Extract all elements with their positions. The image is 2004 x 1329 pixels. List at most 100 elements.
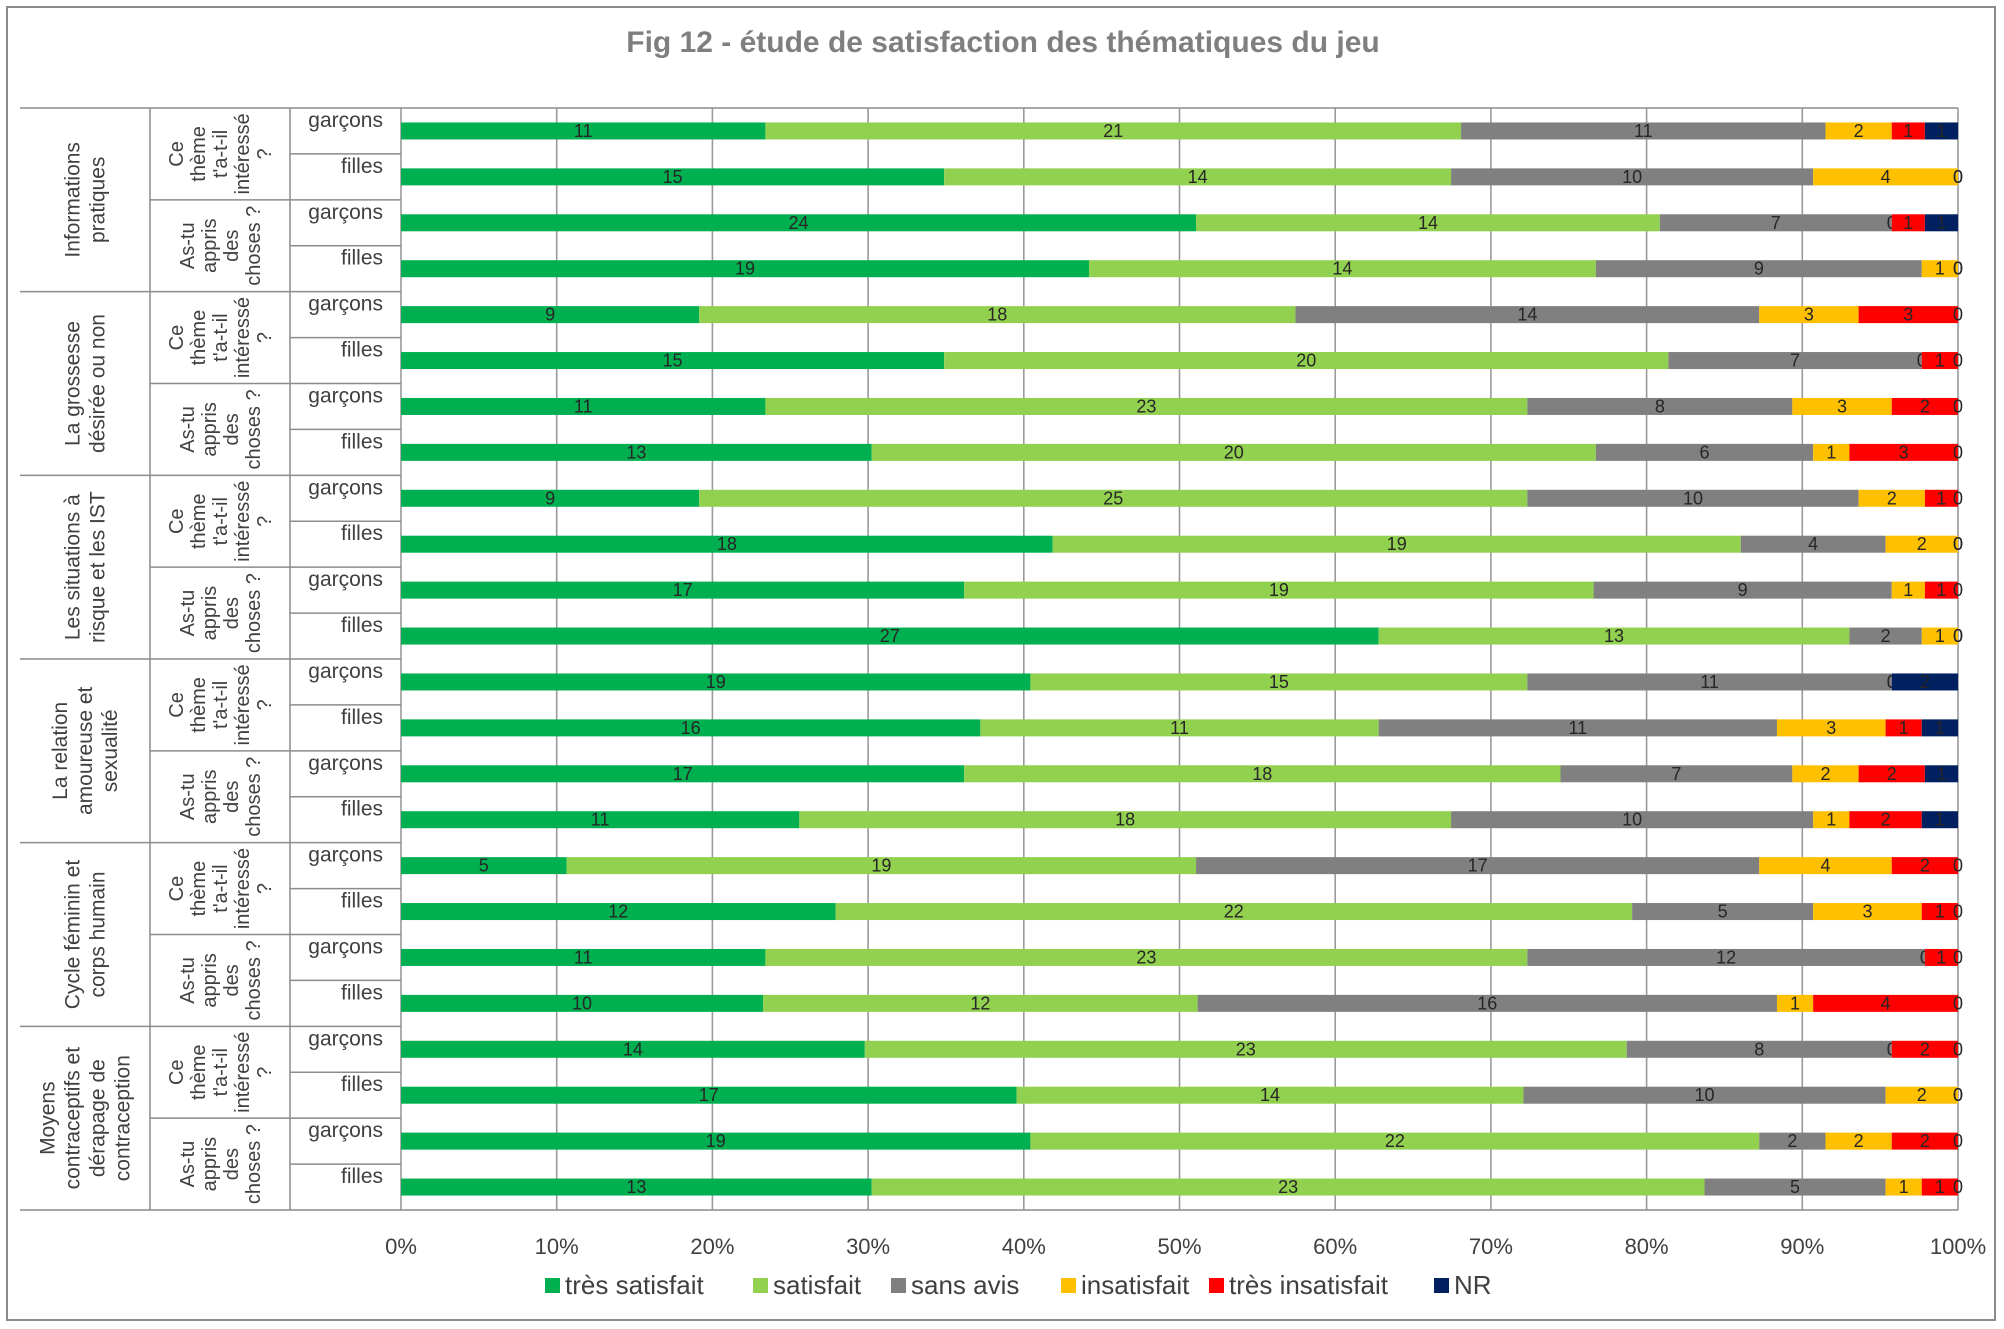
data-label: 0 — [1953, 580, 1963, 600]
data-label: 3 — [1826, 718, 1836, 738]
question-label-line: appris — [199, 586, 221, 640]
data-label: 0 — [1953, 167, 1963, 187]
x-tick-label: 0% — [385, 1234, 417, 1259]
question-label-line: choses ? — [243, 389, 265, 469]
data-label: 2 — [1887, 764, 1897, 784]
bar-segment — [1813, 994, 1958, 1012]
bar-segment — [980, 719, 1379, 737]
data-label: 0 — [1953, 396, 1963, 416]
question-label-line: t'a-t-il — [210, 864, 232, 912]
group-label-line: désirée ou non — [87, 314, 110, 453]
data-label: 1 — [1826, 442, 1836, 462]
data-label: 11 — [1568, 718, 1587, 738]
bar-segment — [1885, 719, 1922, 737]
data-label: 11 — [1700, 672, 1719, 692]
question-label-line: thème — [188, 493, 210, 549]
bar-segment — [401, 352, 945, 370]
data-label: 3 — [1903, 305, 1913, 325]
data-label: 0 — [1953, 1085, 1963, 1105]
data-label: 1 — [1826, 810, 1836, 830]
bar-segment — [401, 535, 1053, 553]
question-label-line: choses ? — [243, 206, 265, 286]
bar-segment — [401, 994, 764, 1012]
question-label: Cethèmet'a-t-ilintéressé? — [166, 481, 276, 562]
question-label-line: As-tu — [177, 222, 199, 269]
data-label: 14 — [1188, 167, 1208, 187]
bar-segment — [1891, 214, 1925, 232]
question-label-line: intéressé — [232, 664, 254, 745]
group-label-line: contraceptifs et — [62, 1047, 85, 1190]
data-label: 23 — [1278, 1177, 1298, 1197]
data-label: 1 — [1936, 121, 1946, 141]
data-label: 19 — [735, 259, 755, 279]
bar-segment — [1891, 673, 1958, 691]
row-label: filles — [341, 798, 383, 821]
question-label-line: des — [221, 1148, 243, 1180]
legend-swatch — [545, 1278, 560, 1293]
bar-segment — [1016, 1086, 1524, 1104]
bar-segment — [401, 857, 567, 875]
data-label: 2 — [1917, 534, 1927, 554]
data-label: 4 — [1808, 534, 1818, 554]
question-label-line: des — [221, 597, 243, 629]
question-label-line: appris — [199, 953, 221, 1007]
bar-segment — [1523, 1086, 1886, 1104]
legend-label: NR — [1454, 1270, 1492, 1300]
data-label: 0 — [1953, 305, 1963, 325]
question-label-line: intéressé — [232, 113, 254, 194]
question-label-line: intéressé — [232, 297, 254, 378]
data-label: 4 — [1820, 856, 1830, 876]
bar-segment — [401, 214, 1197, 232]
chart-svg: Fig 12 - étude de satisfaction des théma… — [20, 26, 1986, 1300]
data-label: 1 — [1899, 1177, 1909, 1197]
data-label: 0 — [1953, 1085, 1963, 1105]
data-label: 12 — [608, 902, 628, 922]
x-tick-label: 40% — [1002, 1234, 1046, 1259]
x-tick-label: 60% — [1313, 1234, 1357, 1259]
question-label: As-tuapprisdeschoses ? — [177, 389, 265, 469]
data-label: 19 — [871, 856, 891, 876]
bar-segment — [1197, 994, 1777, 1012]
bar-segment — [401, 719, 981, 737]
bar-segment — [1632, 903, 1814, 921]
data-label: 23 — [1236, 1039, 1256, 1059]
data-label: 1 — [1936, 580, 1946, 600]
group-label-line: amoureuse et — [74, 686, 97, 815]
bar-segment — [1759, 306, 1859, 324]
data-label: 5 — [1790, 1177, 1800, 1197]
data-label: 2 — [1920, 396, 1930, 416]
question-label-line: thème — [188, 677, 210, 733]
data-label: 2 — [1887, 488, 1897, 508]
group-label-line: risque et les IST — [87, 491, 110, 643]
question-label-line: appris — [199, 770, 221, 824]
bar-segment — [1196, 857, 1760, 875]
question-label: Cethèmet'a-t-ilintéressé? — [166, 848, 276, 929]
data-label: 14 — [1332, 259, 1352, 279]
group-label-line: corps humain — [87, 871, 110, 997]
bar-segment — [401, 581, 965, 599]
data-label: 12 — [1716, 947, 1736, 967]
legend-swatch — [1209, 1278, 1224, 1293]
data-label: 27 — [880, 626, 900, 646]
bar-segment — [1921, 352, 1958, 370]
bar-segment — [1924, 948, 1958, 966]
data-label: 10 — [1695, 1085, 1715, 1105]
bar-segment — [401, 443, 872, 461]
data-label: 8 — [1655, 396, 1665, 416]
bar-segment — [835, 903, 1633, 921]
question-label-line: As-tu — [177, 1141, 199, 1188]
data-label: 4 — [1881, 167, 1891, 187]
question-label-line: thème — [188, 1044, 210, 1100]
bar-segment — [1792, 765, 1859, 783]
row-label: garçons — [308, 201, 383, 224]
row-label: garçons — [308, 109, 383, 132]
group-label-line: Moyens — [37, 1081, 60, 1155]
group-label: La grossessedésirée ou non — [62, 314, 110, 453]
question-label-line: ? — [254, 148, 276, 159]
chart-title: Fig 12 - étude de satisfaction des théma… — [626, 26, 1380, 59]
bar-segment — [401, 948, 766, 966]
question-label-line: ? — [254, 883, 276, 894]
question-label: Cethèmet'a-t-ilintéressé? — [166, 1032, 276, 1113]
question-label-line: thème — [188, 126, 210, 182]
data-label: 10 — [572, 993, 592, 1013]
